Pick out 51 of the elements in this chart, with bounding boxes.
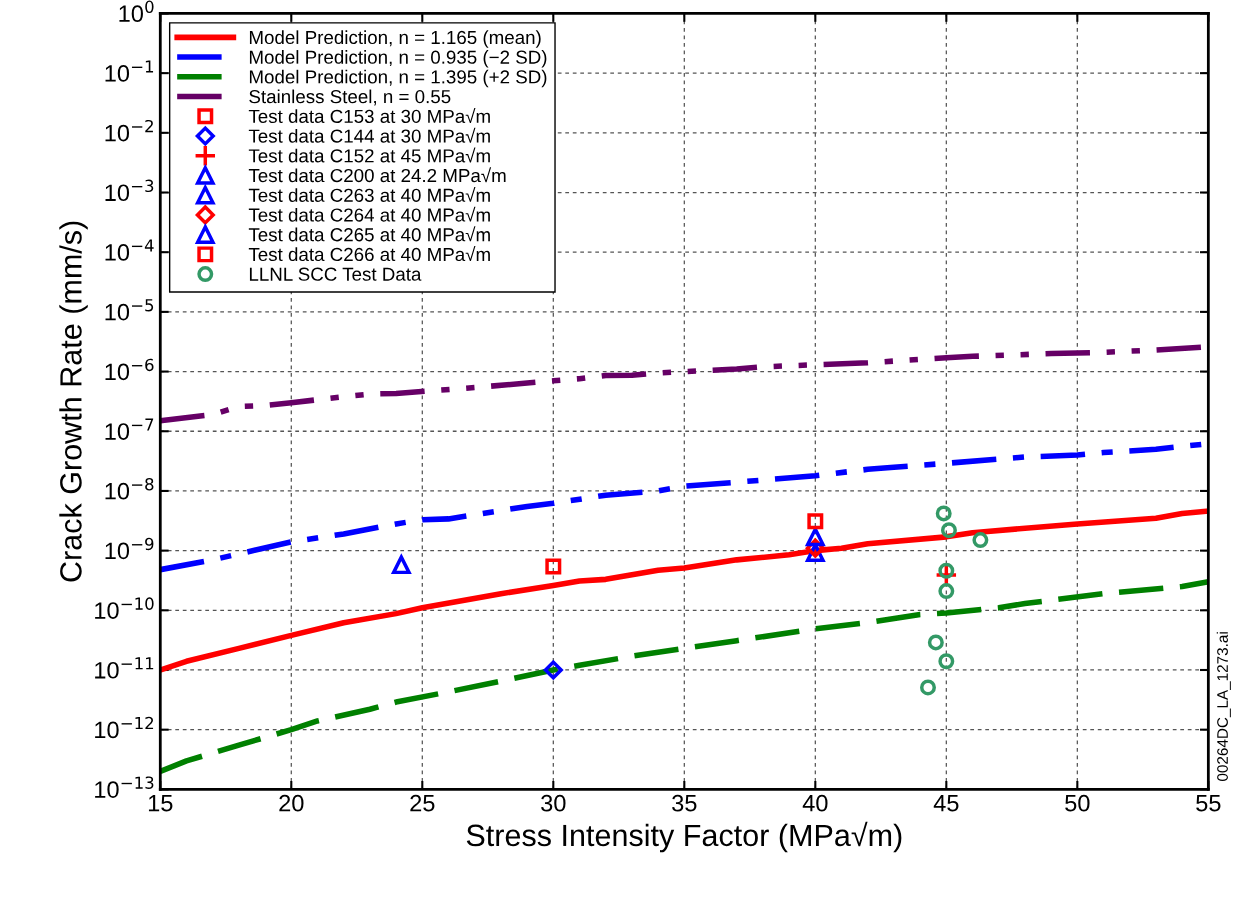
legend-label: Stainless Steel, n = 0.55 [249,89,451,106]
y-tick-label: 10$^{−5}$ [105,299,154,321]
x-tick-label: 15 [148,795,173,812]
x-tick-label: 40 [802,794,828,812]
point [807,513,824,530]
x-tick-label: 35 [672,794,697,812]
x-tick-label: 20 [279,794,304,812]
point [927,634,944,651]
legend-label: Model Prediction, n = 1.165 (mean) [249,30,541,48]
y-tick-label: 10$^{−2}$ [105,119,153,142]
y-tick-label: 10$^{−9}$ [105,537,154,560]
legend-label: Test data C153 at 30 MPa√m [248,108,490,124]
point [391,555,411,575]
point [938,562,955,579]
y-tick-label: 10$^{−12}$ [95,716,154,739]
y-tick-label: 10$^{−4}$ [105,239,154,261]
text: 00264DC_LA_1273.ai [1216,632,1231,781]
point [938,583,955,600]
x-tick-label: 45 [933,795,959,812]
y-tick-label: 10$^{−11}$ [95,657,154,679]
point [972,532,989,549]
legend-label: Test data C265 at 40 MPa√m [248,226,490,242]
point [935,505,952,522]
legend-label: Test data C266 at 40 MPa√m [248,246,490,262]
legend-label: Test data C200 at 24.2 MPa√m [248,167,506,183]
x-tick-label: 30 [541,794,566,812]
y-axis-title: Crack Growth Rate (mm/s) [59,221,88,582]
legend-label: Test data C263 at 40 MPa√m [248,186,490,202]
point [938,653,955,670]
point [940,522,957,539]
legend-label: Model Prediction, n = 1.395 (+2 SD) [249,69,547,88]
y-tick-label: 10$^{−10}$ [95,597,154,619]
x-tick-label: 50 [1065,794,1090,812]
point [545,558,562,575]
legend-label: Test data C144 at 30 MPa√m [248,127,490,143]
legend-label: Test data C152 at 45 MPa√m [248,147,490,163]
legend-label: Model Prediction, n = 0.935 (−2 SD) [249,50,547,68]
point [805,527,825,547]
x-tick-label: 55 [1196,795,1221,812]
legend-label: Test data C264 at 40 MPa√m [248,206,490,222]
y-tick-label: 10$^{−7}$ [105,418,154,440]
y-tick-label: 10$^{0}$ [119,0,154,23]
point [920,679,936,696]
y-tick-label: 10$^{−1}$ [105,60,154,82]
x-axis-title: Stress Intensity Factor (MPa√m) [466,821,902,853]
legend-label: LLNL SCC Test Data [249,267,422,281]
y-tick-label: 10$^{−6}$ [105,358,154,381]
y-tick-label: 10$^{−8}$ [105,478,154,500]
x-tick-label: 25 [410,794,435,812]
y-tick-label: 10$^{−3}$ [105,179,154,202]
point [543,660,563,680]
